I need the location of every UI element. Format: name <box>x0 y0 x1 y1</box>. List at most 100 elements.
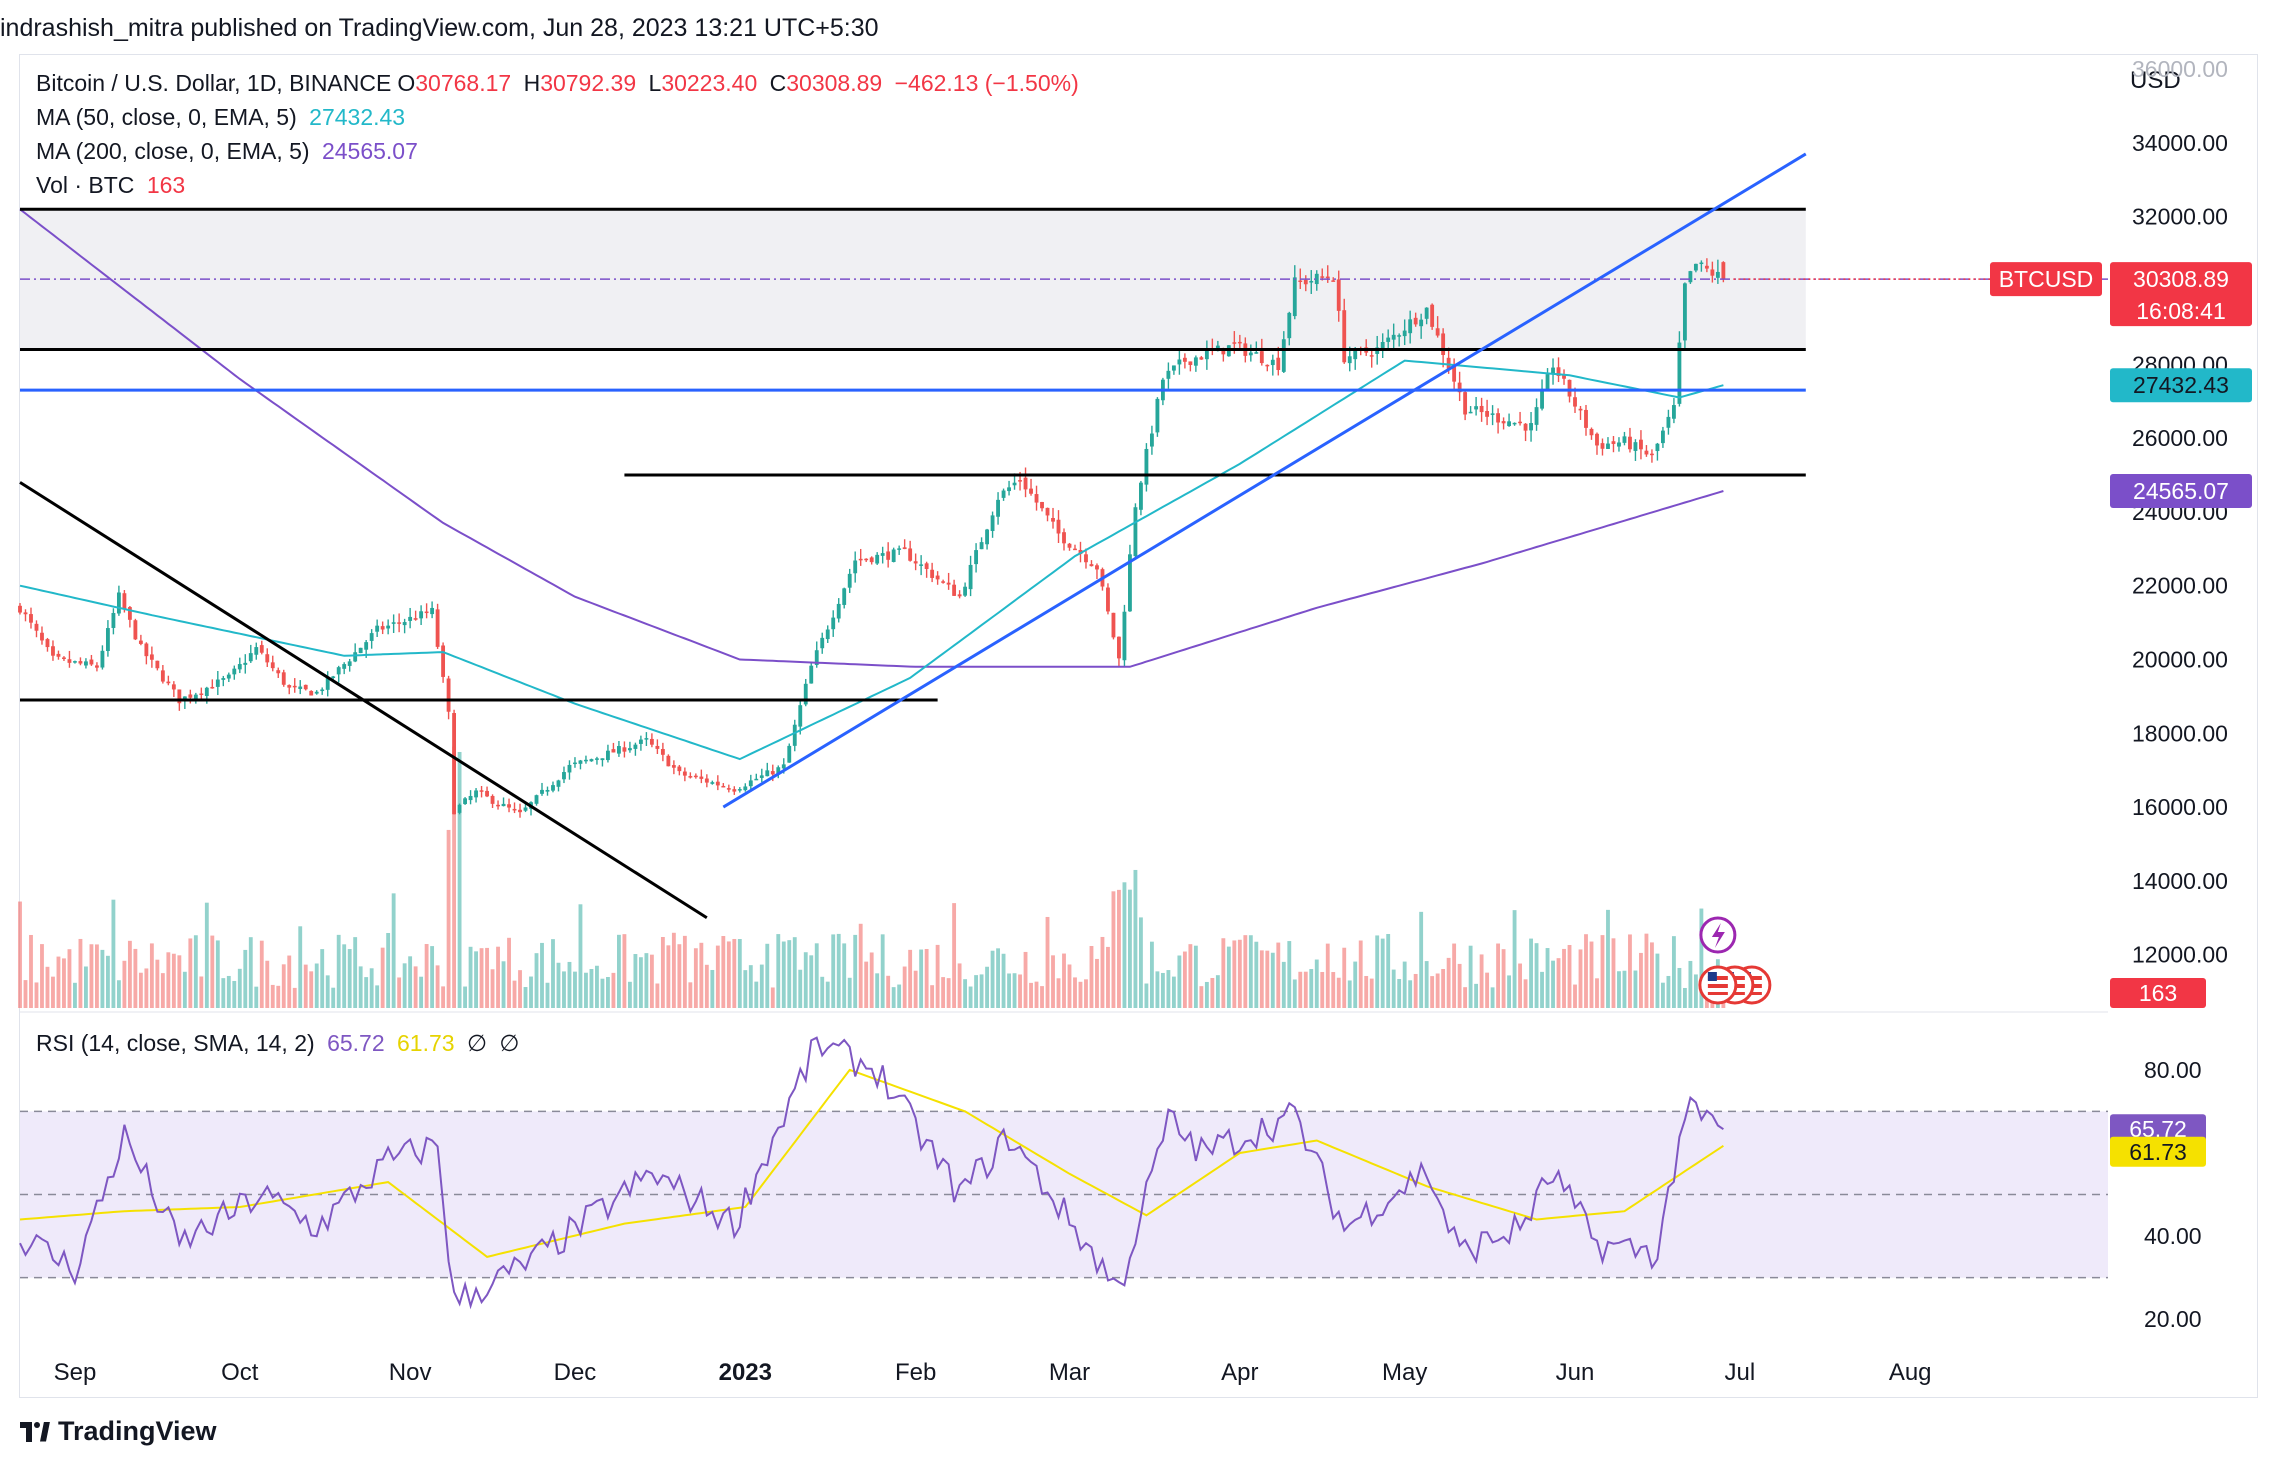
volume-bar <box>369 968 374 1008</box>
volume-bar <box>606 977 610 1008</box>
candle-body <box>84 661 88 666</box>
volume-bar <box>1353 961 1358 1008</box>
candle-body <box>858 558 863 561</box>
volume-bar <box>1446 957 1451 1008</box>
volume-bar <box>1155 971 1160 1008</box>
candle-body <box>930 569 935 578</box>
candle-body <box>287 685 292 688</box>
volume-bar <box>649 954 654 1008</box>
candle-body <box>688 776 693 778</box>
volume-bar <box>391 893 396 1008</box>
volume-bar <box>946 978 951 1008</box>
symbol-badge-bg <box>1990 262 2102 297</box>
volume-bar <box>149 943 154 1008</box>
candle-body <box>660 749 665 755</box>
candle-body <box>1166 370 1171 379</box>
legend-rsi-extra-2: ∅ <box>499 1030 520 1056</box>
candle-body <box>1496 413 1501 423</box>
candle-body <box>1111 612 1116 638</box>
currency-label: USD <box>2130 67 2181 94</box>
legend-low-label: L <box>648 70 662 96</box>
price-tick: 22000.00 <box>2132 573 2228 599</box>
candle-body <box>941 581 946 583</box>
lightning-glyph <box>1711 923 1725 948</box>
legend-low-value: 30223.40 <box>661 70 758 96</box>
volume-bar <box>529 976 533 1008</box>
volume-bar <box>116 980 121 1008</box>
volume-bar <box>89 944 94 1008</box>
candle-body <box>1331 280 1336 282</box>
candle-body <box>133 620 138 640</box>
volume-bar <box>1485 972 1490 1008</box>
candle-body <box>1336 279 1341 311</box>
candle-body <box>759 775 764 778</box>
candle-body <box>452 713 457 815</box>
volume-bar <box>1496 943 1501 1008</box>
volume-bar <box>1468 945 1473 1008</box>
volume-bar <box>990 950 995 1008</box>
volume-bar <box>138 972 143 1008</box>
volume-bar <box>1567 944 1572 1008</box>
candle-body <box>677 766 682 772</box>
candle-body <box>276 670 281 674</box>
candle-body <box>1287 312 1292 339</box>
candle-body <box>1254 352 1259 354</box>
candle-body <box>1237 341 1242 344</box>
candle-body <box>1062 532 1066 544</box>
volume-bar <box>638 957 643 1008</box>
volume-bar <box>45 966 50 1008</box>
volume-bar <box>265 960 270 1008</box>
volume-bar <box>298 926 303 1008</box>
legend-close-label: C <box>769 70 787 96</box>
candle-body <box>715 781 720 786</box>
volume-bar <box>1375 935 1380 1008</box>
candle-body <box>1518 421 1522 424</box>
candle-body <box>919 564 924 566</box>
candle-body <box>221 678 226 680</box>
volume-bar <box>1320 971 1325 1008</box>
candle-body <box>397 622 402 624</box>
candle-body <box>314 691 319 694</box>
candle-body <box>1221 348 1226 355</box>
legend-symbol-row: Bitcoin / U.S. Dollar, 1D, BINANCE O30768… <box>36 70 1085 97</box>
candle-body <box>1633 442 1638 451</box>
volume-bar <box>386 933 391 1008</box>
candle-body <box>111 612 116 628</box>
volume-bar <box>1204 981 1209 1008</box>
volume-bar <box>1688 960 1693 1008</box>
candle-body <box>1435 328 1440 336</box>
candle-body <box>237 664 242 670</box>
volume-bar <box>1193 945 1198 1008</box>
volume-bar <box>743 970 748 1008</box>
volume-bar <box>353 937 358 1008</box>
candle-body <box>29 614 33 623</box>
volume-bar <box>622 934 627 1008</box>
candle-body <box>419 611 424 619</box>
tradingview-logo[interactable]: TradingView <box>20 1416 217 1447</box>
candle-body <box>864 558 869 561</box>
volume-bar <box>836 933 841 1008</box>
candle-body <box>232 668 237 675</box>
volume-bar <box>1111 891 1116 1008</box>
candle-body <box>408 616 413 621</box>
volume-bar <box>1117 889 1121 1008</box>
volume-bar <box>748 965 753 1008</box>
volume-bar <box>1095 958 1099 1008</box>
volume-bar <box>1106 946 1110 1008</box>
candle-body <box>1457 382 1462 393</box>
candle-body <box>869 557 874 563</box>
volume-bar <box>875 973 880 1008</box>
candle-body <box>1397 335 1402 337</box>
volume-bar <box>776 934 781 1008</box>
candle-body <box>924 563 929 569</box>
volume-bar <box>1556 958 1561 1008</box>
candle-body <box>375 625 380 632</box>
candle-body <box>1682 283 1687 341</box>
volume-bar <box>1001 953 1006 1008</box>
volume-bar <box>1292 979 1297 1008</box>
candle-body <box>1485 411 1490 417</box>
candle-body <box>913 561 918 564</box>
candle-body <box>204 687 209 696</box>
candle-body <box>336 667 341 675</box>
